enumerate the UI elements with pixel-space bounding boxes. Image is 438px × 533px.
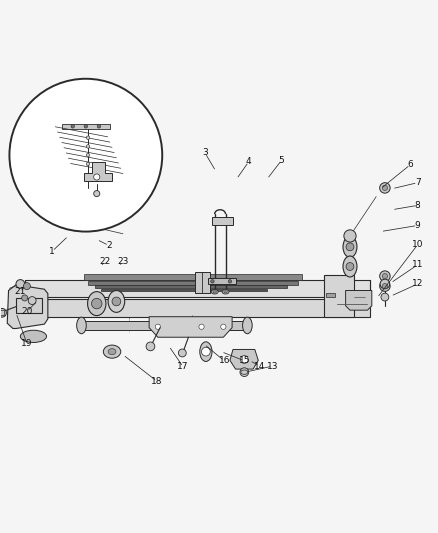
Polygon shape [84,161,112,181]
Ellipse shape [108,290,125,312]
Bar [101,289,267,292]
Ellipse shape [241,370,248,374]
Bar [95,285,287,288]
Bar [88,281,297,285]
Circle shape [94,190,100,197]
Text: 20: 20 [21,307,32,316]
Circle shape [86,144,90,148]
Circle shape [346,243,354,251]
Text: 14: 14 [254,361,265,370]
Text: 21: 21 [14,287,25,296]
Circle shape [221,324,226,329]
Ellipse shape [88,292,106,316]
Text: 2: 2 [106,241,112,250]
Text: 18: 18 [151,377,163,386]
Text: 3: 3 [202,149,208,157]
Polygon shape [149,317,232,337]
Ellipse shape [103,345,121,358]
Circle shape [97,125,101,128]
Circle shape [382,273,388,279]
Circle shape [380,279,390,289]
Circle shape [86,162,90,166]
Text: 1: 1 [49,247,55,256]
Bar [62,124,110,129]
Ellipse shape [211,289,218,294]
Circle shape [155,324,160,329]
Circle shape [344,230,356,242]
Ellipse shape [200,342,212,361]
Circle shape [84,125,88,128]
Ellipse shape [343,236,357,257]
Text: 11: 11 [412,260,424,269]
Circle shape [94,174,100,180]
Ellipse shape [222,289,229,294]
Circle shape [228,280,232,283]
Text: 8: 8 [415,201,420,210]
Circle shape [10,79,162,231]
Text: 9: 9 [415,221,420,230]
Circle shape [380,271,390,281]
Text: 16: 16 [219,356,230,365]
Bar [16,298,42,313]
Polygon shape [230,350,258,369]
Circle shape [240,368,249,376]
Bar [324,275,354,317]
Ellipse shape [77,317,86,334]
Circle shape [92,298,102,309]
Circle shape [28,297,36,304]
Text: 4: 4 [246,157,251,166]
Circle shape [240,356,248,364]
Bar [212,217,233,225]
Text: 23: 23 [117,257,129,266]
Ellipse shape [243,317,252,334]
Bar [84,274,302,280]
Circle shape [86,136,90,140]
Circle shape [112,297,121,306]
Bar [25,299,370,317]
Text: 6: 6 [407,160,413,169]
Text: 15: 15 [239,356,250,365]
Circle shape [21,295,28,301]
Ellipse shape [343,256,357,277]
Ellipse shape [20,330,46,343]
Text: 10: 10 [412,240,424,249]
Text: 12: 12 [412,279,424,288]
Circle shape [0,309,7,317]
Circle shape [346,263,354,270]
Circle shape [178,349,186,357]
Bar [25,280,370,297]
Ellipse shape [108,349,116,354]
Circle shape [86,154,90,157]
Text: 13: 13 [267,361,279,370]
Circle shape [23,282,30,289]
Circle shape [146,342,155,351]
Bar [208,278,237,284]
Circle shape [201,348,210,356]
Circle shape [380,281,390,292]
Circle shape [199,324,204,329]
Ellipse shape [224,290,227,293]
Circle shape [211,280,214,283]
Text: 22: 22 [100,257,111,266]
Circle shape [382,284,388,289]
Circle shape [71,125,74,128]
Bar [81,321,247,330]
Ellipse shape [213,290,216,293]
Text: 7: 7 [415,178,420,187]
Circle shape [381,293,389,301]
Circle shape [382,185,388,190]
Circle shape [380,183,390,193]
Bar [0,310,4,316]
Circle shape [16,280,25,288]
Bar [326,293,335,297]
Bar [195,272,210,293]
Text: 17: 17 [177,362,189,372]
Text: 19: 19 [21,339,33,348]
Text: 5: 5 [279,156,284,165]
Polygon shape [7,285,48,328]
Polygon shape [346,290,372,310]
